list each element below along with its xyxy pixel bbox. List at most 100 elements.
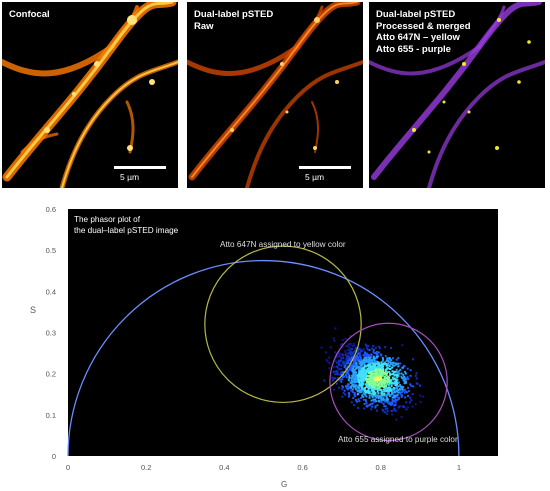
phasor-point <box>392 387 395 390</box>
phasor-point <box>389 372 392 375</box>
phasor-point <box>356 358 359 361</box>
phasor-point <box>368 386 371 389</box>
phasor-point <box>378 386 381 389</box>
phasor-point <box>350 381 353 384</box>
phasor-point <box>388 401 391 404</box>
phasor-point <box>360 379 363 382</box>
phasor-point <box>365 404 368 407</box>
phasor-point <box>409 374 412 377</box>
phasor-point <box>381 369 384 372</box>
phasor-point <box>375 360 378 363</box>
phasor-point <box>361 377 364 380</box>
phasor-point <box>362 370 365 373</box>
phasor-point <box>394 390 397 393</box>
phasor-point <box>339 363 342 366</box>
phasor-point <box>375 370 378 373</box>
phasor-point <box>370 402 373 405</box>
phasor-point <box>396 376 399 379</box>
phasor-point <box>397 357 400 360</box>
phasor-point <box>392 404 395 407</box>
phasor-point <box>353 378 356 381</box>
phasor-point <box>345 358 348 361</box>
phasor-point <box>377 361 380 364</box>
phasor-point <box>383 405 386 408</box>
phasor-point <box>357 384 360 387</box>
phasor-point <box>338 354 341 357</box>
phasor-point <box>340 359 343 362</box>
phasor-point <box>367 365 370 368</box>
phasor-point <box>323 380 326 383</box>
phasor-point <box>378 384 381 387</box>
phasor-point <box>353 384 356 387</box>
phasor-point <box>389 380 392 383</box>
phasor-point <box>412 358 415 361</box>
phasor-point <box>388 374 391 377</box>
phasor-point <box>386 396 389 399</box>
phasor-point <box>359 356 362 359</box>
phasor-point <box>377 397 380 400</box>
phasor-point <box>395 385 398 388</box>
phasor-point <box>365 395 368 398</box>
annotation-yellow: Atto 647N assigned to yellow color <box>220 240 346 249</box>
phasor-point <box>355 377 358 380</box>
phasor-point <box>386 357 389 360</box>
phasor-point <box>335 361 338 364</box>
phasor-point <box>409 396 412 399</box>
phasor-point <box>364 371 367 374</box>
phasor-point <box>361 394 364 397</box>
phasor-point <box>364 398 367 401</box>
phasor-point <box>346 370 349 373</box>
phasor-point <box>380 383 383 386</box>
phasor-point <box>387 359 390 362</box>
phasor-point <box>352 353 355 356</box>
x-tick-label: 0.6 <box>297 463 307 472</box>
phasor-point <box>386 380 389 383</box>
phasor-point <box>373 364 376 367</box>
phasor-point <box>344 367 347 370</box>
phasor-point <box>347 372 350 375</box>
phasor-point <box>407 386 410 389</box>
phasor-point <box>345 360 348 363</box>
confocal-panel: Confocal 5 µm <box>2 2 178 188</box>
phasor-point <box>360 378 363 381</box>
phasor-point <box>387 383 390 386</box>
phasor-point <box>398 387 401 390</box>
phasor-point <box>365 370 368 373</box>
phasor-point <box>381 362 384 365</box>
phasor-point <box>384 411 387 414</box>
phasor-point <box>372 398 375 401</box>
phasor-point <box>398 405 401 408</box>
phasor-point <box>385 394 388 397</box>
phasor-point <box>370 360 373 363</box>
phasor-point <box>366 359 369 362</box>
phasor-point <box>338 351 341 354</box>
phasor-point <box>334 327 337 330</box>
phasor-point <box>390 359 393 362</box>
phasor-point <box>385 364 388 367</box>
phasor-point <box>363 407 366 410</box>
phasor-point <box>371 381 374 384</box>
phasor-point <box>374 405 377 408</box>
phasor-point <box>345 355 348 358</box>
phasor-point <box>340 371 343 374</box>
phasor-point <box>397 381 400 384</box>
phasor-point <box>381 408 384 411</box>
phasor-point <box>364 372 367 375</box>
phasor-point <box>404 378 407 381</box>
phasor-point <box>385 368 388 371</box>
phasor-point <box>348 374 351 377</box>
phasor-point <box>408 401 411 404</box>
phasor-point <box>388 380 391 383</box>
phasor-point <box>399 368 402 371</box>
phasor-point <box>374 360 377 363</box>
phasor-point <box>363 353 366 356</box>
phasor-point <box>373 359 376 362</box>
phasor-point <box>392 377 395 380</box>
phasor-point <box>401 366 404 369</box>
phasor-point <box>403 375 406 378</box>
phasor-point <box>396 390 399 393</box>
phasor-point <box>386 382 389 385</box>
phasor-point <box>387 378 390 381</box>
phasor-point <box>350 386 353 389</box>
phasor-point <box>410 399 413 402</box>
